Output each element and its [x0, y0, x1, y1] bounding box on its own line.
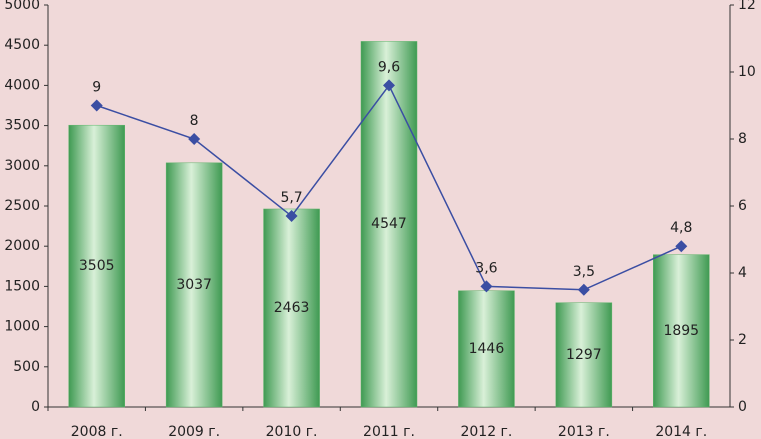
y2-tick-label: 10 [738, 64, 756, 80]
line-marker [90, 99, 103, 112]
bar [165, 162, 223, 408]
y-tick-label: 500 [13, 359, 40, 375]
bar [263, 208, 320, 408]
y-tick-label: 4000 [4, 77, 40, 93]
line-marker [285, 210, 298, 223]
y-tick-label: 1000 [4, 319, 40, 335]
line-marker [480, 280, 493, 293]
y-tick-label: 3000 [4, 158, 40, 174]
x-tick-label: 2013 г. [558, 424, 610, 439]
line-value-label: 4,8 [670, 220, 692, 236]
line-value-label: 3,6 [475, 260, 497, 276]
x-tick-label: 2008 г. [71, 424, 123, 439]
y-tick-label: 5000 [4, 0, 40, 13]
bar-value-label: 1895 [663, 323, 699, 339]
y2-tick-label: 8 [738, 131, 747, 147]
bar [360, 41, 418, 408]
y-tick-label: 1500 [4, 278, 40, 294]
x-tick-label: 2010 г. [266, 424, 318, 439]
y-tick-label: 0 [31, 399, 40, 415]
line-value-label: 9 [92, 80, 101, 96]
y2-tick-label: 2 [738, 332, 747, 348]
x-tick-label: 2012 г. [460, 424, 512, 439]
line-marker [675, 240, 688, 253]
y2-tick-label: 0 [738, 399, 747, 415]
y-tick-label: 4500 [4, 37, 40, 53]
bar [653, 254, 710, 408]
line-marker [383, 79, 395, 92]
line-marker [577, 283, 590, 296]
x-tick-label: 2011 г. [363, 424, 415, 439]
bar [555, 302, 613, 408]
line-value-label: 9,6 [378, 59, 400, 75]
bar-value-label: 3037 [176, 277, 212, 293]
line-value-label: 8 [190, 113, 199, 129]
y2-tick-label: 4 [738, 265, 747, 281]
bar [68, 124, 125, 408]
line-value-label: 3,5 [573, 264, 595, 280]
bar-value-label: 3505 [79, 258, 115, 274]
bar-value-label: 1446 [469, 341, 505, 357]
bar-value-label: 4547 [371, 216, 407, 232]
line-marker [188, 133, 201, 145]
bar-value-label: 1297 [566, 347, 602, 363]
x-tick-label: 2009 г. [168, 424, 220, 439]
y2-tick-label: 12 [738, 0, 756, 13]
y-tick-label: 2000 [4, 238, 40, 254]
line-value-label: 5,7 [280, 190, 302, 206]
bar-value-label: 2463 [274, 300, 310, 316]
x-tick-label: 2014 г. [655, 424, 707, 439]
y2-tick-label: 6 [738, 198, 747, 214]
y-tick-label: 2500 [4, 198, 40, 214]
y-tick-label: 3500 [4, 118, 40, 134]
bar [458, 290, 515, 408]
